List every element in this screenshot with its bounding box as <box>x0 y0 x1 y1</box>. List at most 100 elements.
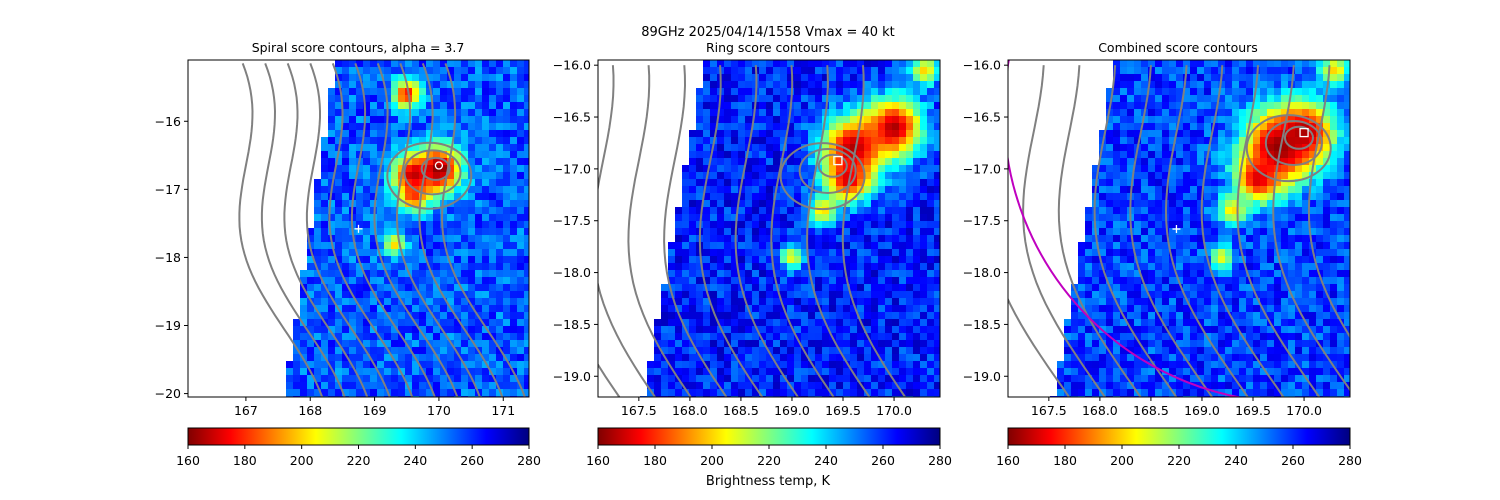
field-cell <box>1295 270 1303 278</box>
field-cell <box>892 172 900 180</box>
field-cell <box>307 228 315 236</box>
field-cell <box>1183 88 1191 96</box>
field-cell <box>1120 207 1128 215</box>
field-cell <box>724 270 732 278</box>
field-cell <box>759 130 767 138</box>
field-cell <box>1218 95 1226 103</box>
field-cell <box>1176 88 1184 96</box>
field-cell <box>489 228 497 236</box>
field-cell <box>787 375 795 383</box>
field-cell <box>836 60 844 68</box>
field-cell <box>321 382 329 390</box>
field-cell <box>829 137 837 145</box>
field-cell <box>482 200 490 208</box>
field-cell <box>766 291 774 299</box>
field-cell <box>1309 144 1317 152</box>
field-cell <box>314 277 322 285</box>
field-cell <box>1099 172 1107 180</box>
field-cell <box>1127 109 1135 117</box>
field-cell <box>412 249 420 257</box>
field-cell <box>794 172 802 180</box>
field-cell <box>815 116 823 124</box>
field-cell <box>920 193 928 201</box>
field-cell <box>1169 60 1177 68</box>
field-cell <box>892 228 900 236</box>
field-cell <box>356 179 364 187</box>
field-cell <box>794 256 802 264</box>
field-cell <box>892 74 900 82</box>
field-cell <box>475 151 483 159</box>
field-cell <box>356 144 364 152</box>
field-cell <box>328 123 336 131</box>
field-cell <box>300 326 308 334</box>
field-cell <box>738 298 746 306</box>
field-cell <box>850 340 858 348</box>
field-cell <box>1169 221 1177 229</box>
field-cell <box>1302 305 1310 313</box>
field-cell <box>724 298 732 306</box>
field-cell <box>815 102 823 110</box>
field-cell <box>461 200 469 208</box>
field-cell <box>342 116 350 124</box>
field-cell <box>1176 214 1184 222</box>
field-cell <box>731 361 739 369</box>
field-cell <box>857 305 865 313</box>
field-cell <box>710 221 718 229</box>
field-cell <box>843 221 851 229</box>
field-cell <box>1260 95 1268 103</box>
field-cell <box>517 60 525 68</box>
field-cell <box>871 221 879 229</box>
field-cell <box>356 165 364 173</box>
field-cell <box>829 382 837 390</box>
field-cell <box>717 200 725 208</box>
field-cell <box>482 74 490 82</box>
field-cell <box>885 151 893 159</box>
field-cell <box>843 235 851 243</box>
field-cell <box>1141 235 1149 243</box>
field-cell <box>489 109 497 117</box>
field-cell <box>1309 151 1317 159</box>
field-cell <box>384 263 392 271</box>
field-cell <box>370 151 378 159</box>
field-cell <box>794 270 802 278</box>
field-cell <box>759 88 767 96</box>
field-cell <box>342 263 350 271</box>
field-cell <box>724 389 732 397</box>
field-cell <box>1316 165 1324 173</box>
field-cell <box>696 116 704 124</box>
field-cell <box>496 291 504 299</box>
field-cell <box>349 298 357 306</box>
field-cell <box>307 389 315 397</box>
field-cell <box>1344 88 1350 96</box>
field-cell <box>447 193 455 201</box>
field-cell <box>899 60 907 68</box>
field-cell <box>703 158 711 166</box>
field-cell <box>815 375 823 383</box>
field-cell <box>892 270 900 278</box>
field-cell <box>1309 81 1317 89</box>
field-cell <box>675 382 683 390</box>
field-cell <box>787 165 795 173</box>
field-cell <box>1169 81 1177 89</box>
field-cell <box>307 326 315 334</box>
field-cell <box>419 116 427 124</box>
field-cell <box>461 312 469 320</box>
field-cell <box>780 228 788 236</box>
field-cell <box>871 312 879 320</box>
field-cell <box>759 305 767 313</box>
field-cell <box>489 368 497 376</box>
field-cell <box>703 151 711 159</box>
field-cell <box>489 326 497 334</box>
field-cell <box>342 137 350 145</box>
field-cell <box>489 389 497 397</box>
field-cell <box>426 368 434 376</box>
field-cell <box>475 263 483 271</box>
field-cell <box>661 361 669 369</box>
field-cell <box>934 123 940 131</box>
field-cell <box>808 81 816 89</box>
panel-combined: Combined score contours 167.5 168.0 168.5 1… <box>963 40 1362 468</box>
field-cell <box>710 88 718 96</box>
field-cell <box>419 312 427 320</box>
field-cell <box>454 95 462 103</box>
field-cell <box>1260 67 1268 75</box>
